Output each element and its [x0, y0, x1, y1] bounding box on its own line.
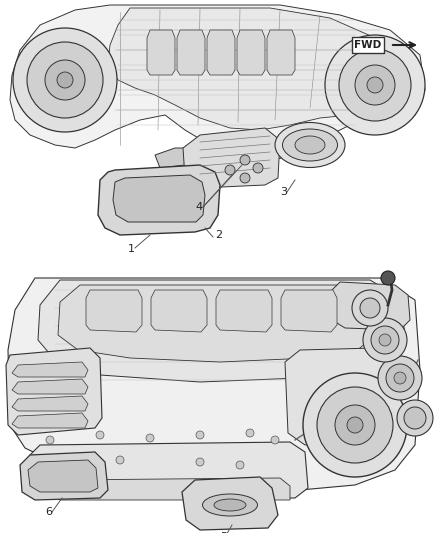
Circle shape: [246, 429, 254, 437]
Polygon shape: [12, 396, 88, 411]
Polygon shape: [155, 148, 210, 172]
Polygon shape: [86, 290, 142, 332]
Polygon shape: [147, 30, 175, 75]
Ellipse shape: [283, 129, 338, 161]
Circle shape: [303, 373, 407, 477]
Polygon shape: [58, 285, 372, 362]
Circle shape: [379, 334, 391, 346]
Polygon shape: [6, 348, 102, 435]
Circle shape: [335, 405, 375, 445]
Circle shape: [116, 456, 124, 464]
Polygon shape: [98, 165, 220, 235]
Circle shape: [397, 400, 433, 436]
Circle shape: [371, 326, 399, 354]
Polygon shape: [177, 30, 205, 75]
Text: 4: 4: [195, 202, 202, 212]
Polygon shape: [216, 290, 272, 332]
Circle shape: [386, 364, 414, 392]
Polygon shape: [12, 362, 88, 377]
Circle shape: [46, 436, 54, 444]
Circle shape: [394, 372, 406, 384]
Circle shape: [13, 28, 117, 132]
Polygon shape: [151, 290, 207, 332]
Polygon shape: [20, 452, 108, 500]
Circle shape: [378, 356, 422, 400]
Ellipse shape: [295, 136, 325, 154]
Ellipse shape: [202, 494, 258, 516]
Circle shape: [225, 165, 235, 175]
Circle shape: [339, 49, 411, 121]
Polygon shape: [330, 282, 410, 330]
Polygon shape: [207, 30, 235, 75]
Polygon shape: [48, 478, 290, 500]
Polygon shape: [183, 128, 280, 188]
Polygon shape: [12, 379, 88, 394]
Circle shape: [360, 298, 380, 318]
Circle shape: [57, 72, 73, 88]
Circle shape: [45, 60, 85, 100]
Circle shape: [96, 431, 104, 439]
Text: 1: 1: [128, 244, 135, 254]
Text: FWD: FWD: [354, 40, 381, 50]
Polygon shape: [10, 5, 425, 160]
Circle shape: [317, 387, 393, 463]
Circle shape: [325, 35, 425, 135]
Text: 6: 6: [45, 507, 52, 517]
Circle shape: [27, 42, 103, 118]
Polygon shape: [30, 442, 308, 498]
Circle shape: [146, 434, 154, 442]
Circle shape: [196, 458, 204, 466]
Text: 5: 5: [220, 532, 227, 533]
Polygon shape: [8, 278, 420, 492]
Circle shape: [240, 173, 250, 183]
Circle shape: [352, 290, 388, 326]
Circle shape: [367, 77, 383, 93]
Polygon shape: [12, 413, 88, 428]
Polygon shape: [267, 30, 295, 75]
Circle shape: [355, 65, 395, 105]
Circle shape: [404, 407, 426, 429]
Polygon shape: [281, 290, 337, 332]
Circle shape: [347, 417, 363, 433]
Circle shape: [240, 155, 250, 165]
Circle shape: [253, 163, 263, 173]
Ellipse shape: [214, 499, 246, 511]
Text: 3: 3: [280, 187, 287, 197]
Circle shape: [196, 431, 204, 439]
Polygon shape: [285, 348, 392, 445]
Polygon shape: [28, 460, 98, 492]
Circle shape: [363, 318, 407, 362]
Circle shape: [381, 271, 395, 285]
Text: 2: 2: [215, 230, 222, 240]
Polygon shape: [113, 175, 205, 222]
Polygon shape: [38, 280, 405, 382]
Polygon shape: [108, 8, 400, 130]
Polygon shape: [237, 30, 265, 75]
Circle shape: [271, 436, 279, 444]
Circle shape: [236, 461, 244, 469]
Ellipse shape: [275, 123, 345, 167]
Polygon shape: [182, 477, 278, 530]
